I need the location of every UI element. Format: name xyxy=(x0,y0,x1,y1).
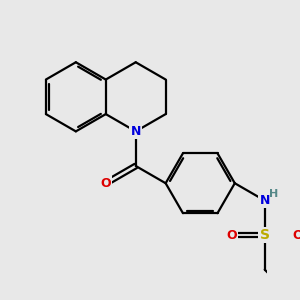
Text: O: O xyxy=(100,177,111,190)
Text: N: N xyxy=(260,194,270,207)
Text: O: O xyxy=(226,229,237,242)
Text: H: H xyxy=(269,189,279,199)
Text: N: N xyxy=(130,125,141,138)
Text: O: O xyxy=(293,229,300,242)
Text: S: S xyxy=(260,228,270,242)
